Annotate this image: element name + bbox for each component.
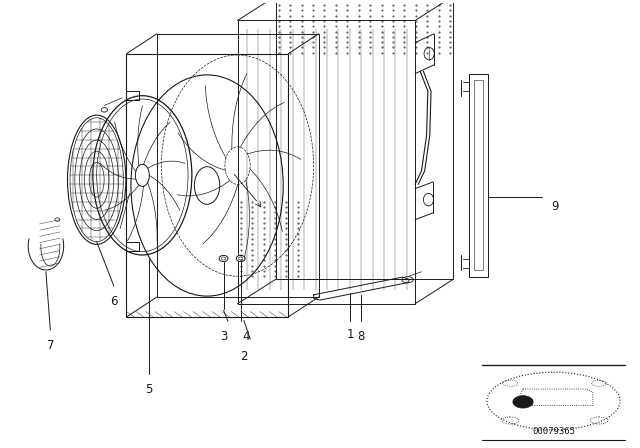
- Text: 00079365: 00079365: [532, 427, 575, 436]
- Text: 5: 5: [145, 383, 152, 396]
- Text: 9: 9: [551, 200, 559, 213]
- Text: 3: 3: [220, 330, 227, 343]
- Text: 2: 2: [240, 350, 248, 363]
- Text: 8: 8: [358, 330, 365, 343]
- Ellipse shape: [513, 396, 533, 408]
- Text: 1: 1: [347, 328, 354, 341]
- Text: 7: 7: [47, 339, 54, 352]
- Text: 4: 4: [242, 330, 250, 343]
- Ellipse shape: [236, 255, 245, 262]
- Ellipse shape: [219, 255, 228, 262]
- Text: 6: 6: [110, 295, 118, 308]
- Ellipse shape: [101, 108, 108, 112]
